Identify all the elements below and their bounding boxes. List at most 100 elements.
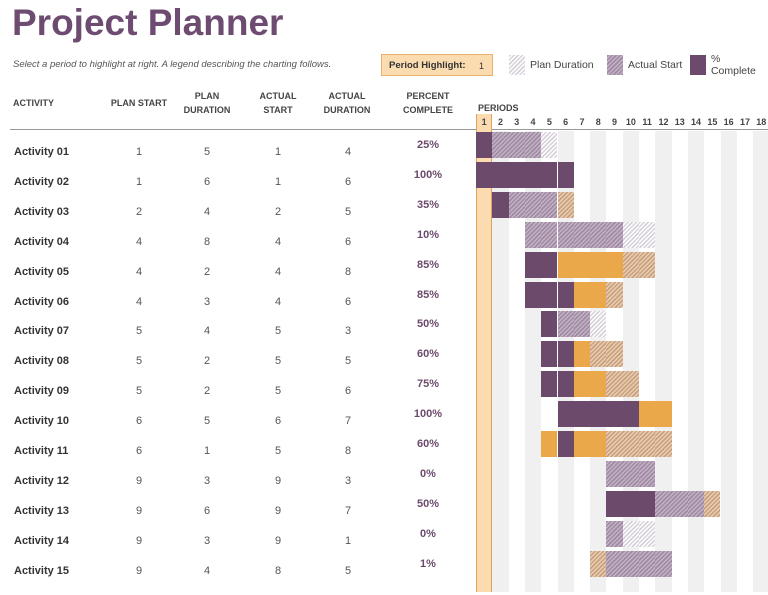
complete-beyond-plan-cell <box>606 251 623 278</box>
actual-duration: 6 <box>344 385 352 398</box>
plan-duration: 4 <box>203 564 211 577</box>
legend-actual-start: Actual Start <box>607 55 682 75</box>
actual-start: 9 <box>274 504 282 517</box>
activity-name: Activity 05 <box>14 265 70 278</box>
period-number[interactable]: 4 <box>530 117 536 127</box>
plan-start: 4 <box>135 265 143 278</box>
period-column <box>492 131 509 592</box>
period-highlight-field[interactable]: Period Highlight: 1 <box>381 54 493 76</box>
actual-beyond-plan-cell <box>639 431 656 457</box>
activity-row[interactable]: Activity 08 5 2 5 5 60% <box>0 348 475 385</box>
period-number[interactable]: 10 <box>625 117 636 127</box>
period-column <box>655 131 672 592</box>
actual-duration: 6 <box>344 175 352 188</box>
activity-name: Activity 14 <box>14 534 70 547</box>
header-plan-duration: PLAN DURATION <box>183 91 231 115</box>
activity-row[interactable]: Activity 05 4 2 4 8 85% <box>0 259 475 296</box>
legend-label: % Complete <box>710 53 756 77</box>
actual-beyond-plan-cell <box>590 341 607 368</box>
actual-cell <box>524 132 542 158</box>
actual-cell <box>590 221 607 248</box>
period-highlight-value[interactable]: 1 <box>478 61 484 71</box>
activity-row[interactable]: Activity 04 4 8 4 6 10% <box>0 229 475 266</box>
plan-cell <box>622 221 639 248</box>
plan-duration: 3 <box>203 474 211 487</box>
percent-complete: 75% <box>416 378 440 391</box>
period-number[interactable]: 14 <box>691 117 702 127</box>
page-title: Project Planner <box>12 2 284 43</box>
period-number[interactable]: 3 <box>514 117 520 127</box>
complete-cell <box>557 281 574 308</box>
activity-row[interactable]: Activity 01 1 5 1 4 25% <box>0 139 475 176</box>
complete-cell <box>557 431 574 457</box>
complete-cell <box>606 490 623 517</box>
complete-cell <box>476 132 493 158</box>
percent-complete: 85% <box>416 258 440 271</box>
percent-complete: 60% <box>416 348 440 361</box>
period-number[interactable]: 7 <box>579 117 585 127</box>
period-number[interactable]: 13 <box>674 117 685 127</box>
period-number[interactable]: 6 <box>563 117 569 127</box>
complete-cell <box>639 490 656 517</box>
period-number[interactable]: 9 <box>612 117 618 127</box>
actual-beyond-plan-cell <box>622 431 639 457</box>
activity-row[interactable]: Activity 03 2 4 2 5 35% <box>0 199 475 236</box>
complete-cell <box>541 161 558 188</box>
plan-start: 9 <box>135 474 143 487</box>
complete-cell <box>557 401 574 428</box>
period-number[interactable]: 18 <box>756 117 767 127</box>
activity-row[interactable]: Activity 11 6 1 5 8 60% <box>0 438 475 475</box>
complete-beyond-plan-cell <box>573 371 591 398</box>
period-column <box>720 131 737 592</box>
actual-start: 5 <box>274 445 282 457</box>
period-number[interactable]: 8 <box>595 117 601 127</box>
actual-beyond-plan-cell <box>704 490 721 517</box>
percent-complete: 10% <box>416 228 440 241</box>
complete-beyond-plan-cell <box>590 281 607 308</box>
activity-name: Activity 15 <box>14 564 70 577</box>
plan-start: 2 <box>135 205 143 218</box>
complete-cell <box>524 251 542 278</box>
complete-cell <box>492 191 509 218</box>
complete-cell <box>557 341 574 368</box>
activity-row[interactable]: Activity 13 9 6 9 7 50% <box>0 498 475 535</box>
activity-row[interactable]: Activity 02 1 6 1 6 100% <box>0 169 475 206</box>
activity-row[interactable]: Activity 15 9 4 8 5 1% <box>0 558 475 595</box>
period-number[interactable]: 5 <box>546 117 552 127</box>
period-number[interactable]: 16 <box>723 117 734 127</box>
activity-name: Activity 09 <box>14 385 70 398</box>
period-number[interactable]: 2 <box>497 117 503 127</box>
complete-cell <box>541 251 558 278</box>
activity-row[interactable]: Activity 10 6 5 6 7 100% <box>0 408 475 445</box>
actual-duration: 3 <box>344 325 352 338</box>
percent-complete: 0% <box>420 467 436 480</box>
activity-row[interactable]: Activity 14 9 3 9 1 0% <box>0 528 475 565</box>
complete-beyond-plan-cell <box>639 401 656 428</box>
activity-row[interactable]: Activity 06 4 3 4 6 85% <box>0 289 475 326</box>
activity-row[interactable]: Activity 09 5 2 5 6 75% <box>0 378 475 415</box>
complete-cell <box>541 371 558 398</box>
period-number[interactable]: 11 <box>642 117 652 127</box>
actual-duration: 5 <box>344 205 352 218</box>
activity-name: Activity 03 <box>14 205 70 218</box>
period-column <box>753 131 768 592</box>
plan-duration: 3 <box>203 534 211 547</box>
actual-cell <box>508 132 525 158</box>
actual-cell <box>606 221 623 248</box>
period-column <box>737 131 753 592</box>
period-column <box>672 131 688 592</box>
plan-start: 5 <box>135 325 143 338</box>
period-number[interactable]: 12 <box>658 117 669 127</box>
plan-start: 5 <box>135 385 143 398</box>
instructions: Select a period to highlight at right. A… <box>13 59 332 70</box>
complete-cell <box>541 281 558 308</box>
period-number[interactable]: 15 <box>707 117 718 127</box>
activity-row[interactable]: Activity 12 9 3 9 3 0% <box>0 468 475 505</box>
period-number[interactable]: 17 <box>739 117 750 127</box>
complete-beyond-plan-cell <box>541 431 558 457</box>
period-number[interactable]: 1 <box>481 117 487 127</box>
header-divider <box>10 129 475 130</box>
percent-complete: 50% <box>416 318 440 331</box>
activity-row[interactable]: Activity 07 5 4 5 3 50% <box>0 318 475 355</box>
actual-start: 1 <box>274 175 282 188</box>
